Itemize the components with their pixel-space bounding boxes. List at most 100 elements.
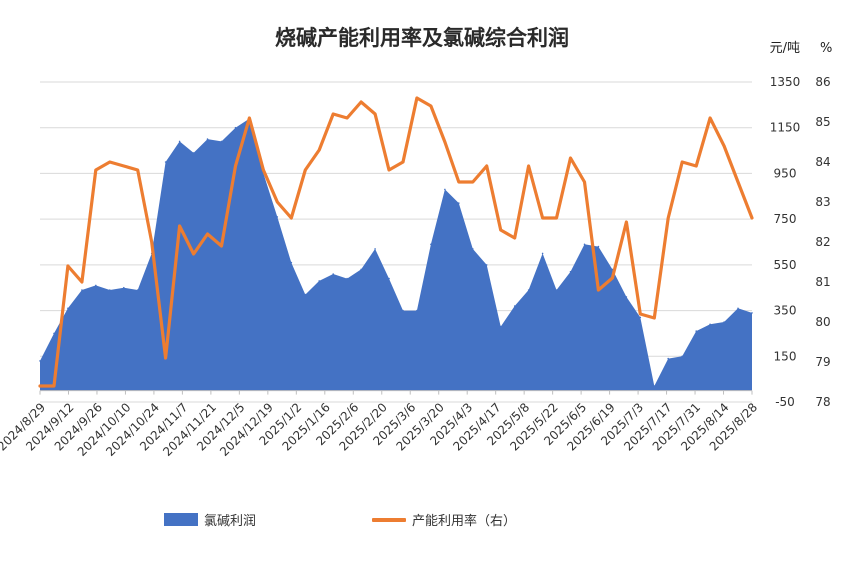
utilization-point [527, 164, 530, 168]
profit-point [402, 309, 404, 312]
utilization-point [150, 240, 153, 244]
legend-profit-swatch [164, 513, 198, 526]
utilization-point [708, 116, 712, 120]
utilization-point [304, 168, 307, 172]
right-tick-label: 84 [815, 155, 830, 169]
utilization-point [722, 144, 726, 148]
profit-point [95, 284, 97, 287]
profit-point [625, 296, 628, 298]
legend-utilization: 产能利用率（右） [372, 510, 516, 529]
profit-point [53, 332, 55, 335]
right-tick-label: 83 [815, 195, 830, 209]
left-tick-label: 950 [774, 166, 797, 180]
utilization-point [736, 180, 740, 184]
utilization-point [611, 276, 614, 280]
profit-point [109, 289, 111, 291]
profit-point [234, 126, 237, 129]
left-tick-label: 350 [774, 304, 797, 318]
profit-point [681, 355, 683, 358]
utilization-point [332, 112, 335, 116]
legend-profit: 氯碱利润 [164, 510, 256, 529]
utilization-point [457, 180, 460, 184]
utilization-point [625, 220, 628, 224]
utilization-point [681, 160, 684, 164]
profit-point [220, 140, 223, 143]
profit-point [555, 289, 558, 291]
profit-point [276, 216, 279, 218]
profit-point [136, 289, 139, 291]
utilization-point [66, 264, 70, 268]
utilization-point [471, 180, 474, 184]
profit-point [178, 140, 181, 143]
right-tick-label: 86 [815, 75, 830, 89]
profit-point [374, 248, 376, 250]
profit-point [611, 268, 614, 271]
profit-point [751, 312, 753, 314]
profit-point [360, 268, 362, 271]
profit-point [123, 286, 125, 289]
profit-point [332, 273, 335, 275]
profit-point [541, 252, 544, 255]
right-tick-label: 82 [815, 235, 830, 249]
left-tick-label: 1350 [770, 75, 801, 89]
profit-point [444, 188, 446, 191]
profit-point [206, 138, 209, 140]
profit-point [737, 307, 739, 310]
profit-point [485, 264, 488, 266]
utilization-point [262, 168, 265, 172]
utilization-point [234, 164, 237, 168]
profit-point [164, 161, 167, 163]
left-tick-label: 750 [774, 212, 797, 226]
utilization-point [276, 200, 279, 204]
utilization-point [750, 216, 754, 220]
profit-point [527, 289, 530, 291]
profit-point [192, 152, 195, 154]
utilization-point [639, 312, 642, 316]
right-axis-unit: % [820, 41, 832, 56]
profit-point [695, 330, 697, 332]
profit-point [472, 248, 474, 250]
profit-point [709, 323, 711, 326]
left-tick-label: 550 [774, 258, 797, 272]
profit-point [667, 357, 669, 360]
utilization-point [401, 160, 405, 164]
right-tick-label: 81 [815, 275, 830, 289]
utilization-point [345, 116, 349, 120]
utilization-point [206, 232, 209, 236]
profit-point [583, 243, 586, 246]
utilization-point [164, 356, 167, 360]
profit-point [513, 305, 516, 307]
profit-point [318, 280, 321, 282]
utilization-point [359, 100, 363, 104]
profit-point [67, 307, 69, 310]
utilization-point [443, 140, 447, 144]
utilization-point [555, 216, 558, 220]
profit-point [569, 270, 572, 273]
utilization-point [122, 164, 126, 168]
left-axis-unit: 元/吨 [770, 41, 800, 56]
left-tick-label: 150 [774, 349, 797, 363]
utilization-point [136, 168, 139, 172]
utilization-point [220, 244, 223, 248]
utilization-point [94, 168, 98, 172]
profit-area [40, 118, 752, 391]
profit-point [653, 385, 656, 387]
left-tick-label: 1150 [770, 121, 801, 135]
profit-point [81, 289, 83, 291]
right-tick-label: 78 [815, 395, 830, 409]
profit-point [39, 360, 41, 362]
profit-point [597, 245, 600, 248]
utilization-line-layer [38, 96, 754, 388]
profit-point [458, 202, 460, 204]
utilization-point [415, 96, 419, 100]
profit-point [416, 309, 418, 312]
utilization-point [80, 280, 84, 284]
utilization-point [178, 224, 181, 228]
utilization-line [38, 96, 754, 388]
profit-area-layer [39, 117, 753, 391]
utilization-point [429, 104, 433, 108]
utilization-point [583, 180, 586, 184]
profit-point [639, 316, 642, 319]
profit-point [346, 277, 348, 280]
